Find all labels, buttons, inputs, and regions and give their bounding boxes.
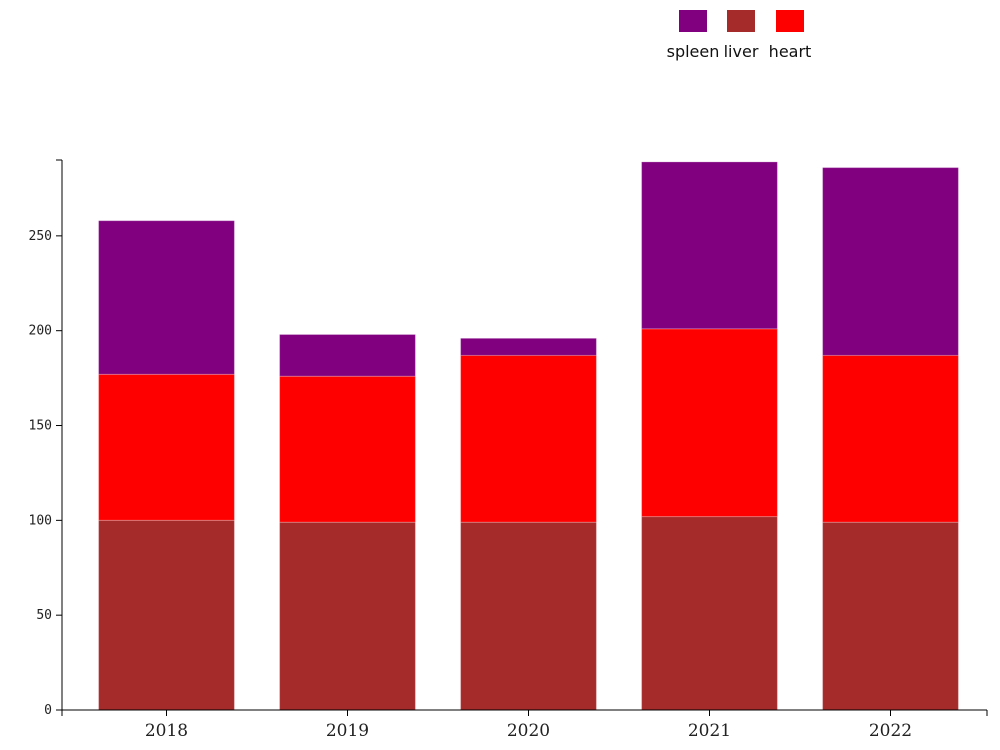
x-tick-label-2020: 2020 (507, 721, 550, 741)
legend-label-heart: heart (769, 42, 812, 61)
bar-liver-2021 (641, 516, 778, 711)
x-axis: 2018 2019 2020 2021 2022 (61, 709, 988, 741)
y-tick-label-150: 150 (29, 419, 52, 434)
bar-heart-2020 (460, 354, 597, 523)
legend: spleen liver heart (667, 10, 812, 61)
y-tick-label-200: 200 (29, 324, 52, 339)
x-tick-label-2018: 2018 (145, 721, 188, 741)
x-tick-label-2019: 2019 (326, 721, 369, 741)
legend-label-spleen: spleen (667, 42, 720, 61)
bar-liver-2018 (98, 519, 235, 711)
x-tick-label-2022: 2022 (869, 721, 912, 741)
bar-spleen-2021 (641, 161, 778, 330)
x-tick-label-2021: 2021 (688, 721, 731, 741)
bar-heart-2021 (641, 328, 778, 518)
legend-swatch-heart (776, 10, 804, 32)
y-tick-label-50: 50 (36, 608, 52, 623)
bar-liver-2022 (822, 521, 959, 711)
legend-label-liver: liver (724, 42, 759, 61)
bar-spleen-2022 (822, 167, 959, 356)
y-tick-label-250: 250 (29, 229, 52, 244)
bars (98, 161, 959, 711)
bar-spleen-2020 (460, 337, 597, 356)
bar-heart-2018 (98, 373, 235, 521)
bar-spleen-2018 (98, 220, 235, 375)
y-axis: 0 50 100 150 200 250 (29, 159, 63, 718)
legend-swatch-spleen (679, 10, 707, 32)
bar-spleen-2019 (279, 334, 416, 377)
bar-heart-2022 (822, 354, 959, 523)
y-tick-label-100: 100 (29, 513, 52, 528)
bar-heart-2019 (279, 375, 416, 523)
legend-swatch-liver (727, 10, 755, 32)
bar-liver-2020 (460, 521, 597, 711)
y-tick-label-0: 0 (44, 703, 52, 718)
bar-liver-2019 (279, 521, 416, 711)
